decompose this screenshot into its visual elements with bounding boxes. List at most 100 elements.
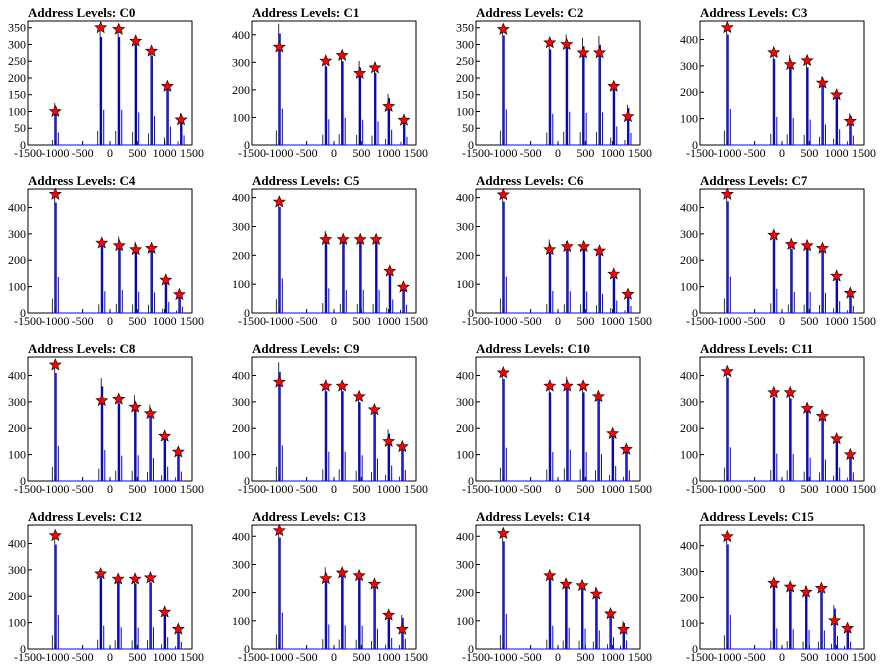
star-marker-icon — [382, 434, 396, 447]
y-tick-label: 250 — [8, 54, 26, 68]
y-tick-label: 300 — [680, 395, 698, 409]
star-marker-icon — [171, 622, 185, 635]
star-marker-icon — [619, 442, 633, 455]
histogram-peak — [819, 409, 826, 481]
star-marker-icon — [621, 287, 635, 300]
star-marker-icon — [335, 48, 349, 61]
x-tick-label: 0 — [331, 482, 337, 496]
y-tick-label: 200 — [456, 248, 474, 262]
y-tick-label: 200 — [8, 421, 26, 435]
histogram-peak — [786, 391, 794, 481]
histogram-peak — [372, 236, 380, 313]
x-tick-label: -500 — [744, 314, 766, 328]
x-tick-label: 500 — [800, 650, 818, 664]
histogram-peak — [322, 383, 330, 481]
histogram-peak — [148, 244, 156, 313]
star-marker-icon — [543, 568, 557, 582]
y-tick-label: 0 — [244, 306, 250, 320]
chart-panel: Address Levels: C1 0 100 200 300 400 -1500 -100… — [224, 0, 448, 168]
star-marker-icon — [369, 232, 383, 245]
histogram-peak — [546, 41, 554, 145]
star-marker-icon — [319, 232, 333, 245]
chart-panel: Address Levels: C13 0 100 200 300 400 -1500 -10… — [224, 504, 448, 672]
star-marker-icon — [720, 20, 734, 34]
y-tick-label: 400 — [8, 368, 26, 382]
x-tick-label: 0 — [107, 314, 113, 328]
star-marker-icon — [335, 379, 349, 392]
chart-panel: Address Levels: C11 0 100 200 300 400 -1500 -10… — [672, 336, 896, 504]
histogram-peak — [371, 405, 378, 481]
x-tick-label: 1000 — [825, 314, 849, 328]
y-tick-label: 200 — [456, 421, 474, 435]
y-tick-label: 300 — [8, 395, 26, 409]
histogram-peak — [595, 391, 602, 481]
y-tick-label: 0 — [20, 474, 26, 488]
histogram-peak — [833, 92, 841, 145]
plot-frame — [699, 188, 865, 314]
x-tick-label: 1000 — [825, 146, 849, 160]
x-tick-label: -1500 — [686, 482, 714, 496]
y-tick-label: 200 — [680, 421, 698, 435]
histogram-peak — [578, 581, 586, 649]
y-tick-label: 400 — [8, 200, 26, 214]
histogram-peak — [817, 587, 825, 649]
star-marker-icon — [575, 578, 589, 592]
star-marker-icon — [143, 570, 157, 584]
star-marker-icon — [800, 53, 814, 67]
y-tick-label: 200 — [232, 248, 250, 262]
star-marker-icon — [160, 79, 174, 92]
chart-panel: Address Levels: C6 0 100 200 300 400 -1500 -100… — [448, 168, 672, 336]
star-marker-icon — [800, 401, 814, 414]
star-marker-icon — [604, 606, 617, 620]
x-tick-label: 1000 — [153, 650, 177, 664]
x-tick-label: -500 — [72, 650, 94, 664]
star-marker-icon — [815, 76, 829, 89]
x-tick-label: 0 — [107, 146, 113, 160]
y-tick-label: 300 — [232, 557, 250, 571]
star-marker-icon — [496, 187, 510, 201]
chart-title: Address Levels: C0 — [28, 5, 136, 20]
plot-frame — [251, 524, 417, 650]
x-tick-label: 500 — [576, 650, 594, 664]
chart-title: Address Levels: C1 — [252, 5, 360, 20]
plot-frame — [475, 188, 641, 314]
star-marker-icon — [830, 88, 844, 101]
chart-title: Address Levels: C7 — [700, 173, 808, 188]
x-tick-label: -1000 — [265, 482, 293, 496]
histogram-plot: 0 100 200 300 400 -1500 -1000 -500 0 500 1000 1500 — [232, 356, 428, 496]
star-marker-icon — [395, 622, 409, 635]
plot-frame — [475, 524, 641, 650]
star-marker-icon — [841, 621, 855, 634]
histogram-peak — [386, 268, 394, 313]
x-tick-label: 0 — [779, 482, 785, 496]
star-marker-icon — [353, 232, 367, 245]
histogram-peak — [787, 243, 795, 313]
x-tick-label: 1500 — [628, 314, 652, 328]
histogram-peak — [546, 384, 554, 481]
x-tick-label: 1000 — [825, 650, 849, 664]
y-tick-label: 0 — [20, 642, 26, 656]
star-marker-icon — [272, 375, 286, 388]
star-marker-icon — [591, 389, 605, 403]
x-tick-label: 1500 — [852, 650, 876, 664]
x-tick-label: 1000 — [601, 482, 625, 496]
x-tick-label: -500 — [296, 314, 318, 328]
histogram-peak — [371, 66, 379, 145]
histogram-peak — [803, 403, 811, 481]
y-tick-label: 100 — [8, 616, 26, 630]
star-marker-icon — [143, 406, 157, 420]
star-marker-icon — [830, 269, 844, 282]
x-tick-label: -500 — [744, 650, 766, 664]
y-tick-label: 350 — [456, 21, 474, 35]
star-marker-icon — [720, 364, 734, 378]
y-tick-label: 100 — [680, 280, 698, 294]
x-tick-label: 0 — [331, 314, 337, 328]
star-marker-icon — [395, 439, 409, 453]
y-tick-label: 100 — [232, 277, 250, 291]
chart-title: Address Levels: C8 — [28, 341, 136, 356]
x-tick-label: -500 — [520, 650, 542, 664]
x-tick-label: -1500 — [14, 314, 42, 328]
y-tick-label: 400 — [456, 368, 474, 382]
histogram-peak — [338, 383, 346, 481]
star-marker-icon — [767, 385, 781, 399]
